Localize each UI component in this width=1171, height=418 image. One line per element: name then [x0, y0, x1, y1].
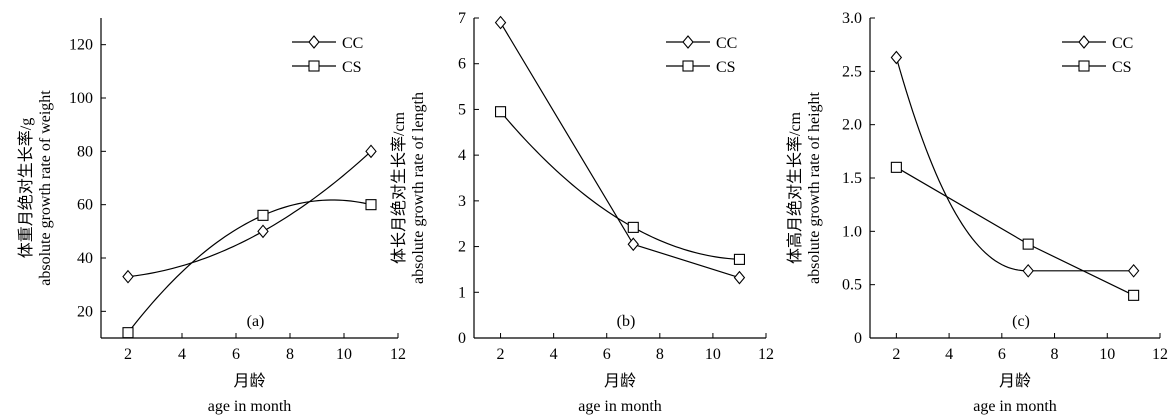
data-point-cc	[365, 144, 377, 159]
x-axis-label-en: age in month	[208, 398, 292, 415]
data-point-cs	[365, 199, 377, 211]
x-tick-label: 10	[1099, 346, 1115, 363]
x-axis-label-cn: 月龄	[999, 372, 1031, 390]
y-tick-label: 40	[77, 250, 93, 267]
x-tick-label: 12	[390, 346, 406, 363]
data-point-cs	[1128, 289, 1140, 301]
data-point-cc	[1127, 263, 1140, 278]
data-point-cs	[1022, 238, 1034, 250]
y-tick-label: 100	[69, 90, 93, 107]
x-tick-label: 6	[603, 346, 611, 363]
legend-label-cs: CS	[1112, 59, 1132, 76]
y-axis-label-cn: 体高月绝对生长率/cm	[786, 111, 804, 264]
x-tick-label: 12	[758, 346, 774, 363]
y-tick-label: 0.5	[842, 277, 862, 294]
data-point-cc	[122, 269, 134, 284]
series-line-cc	[500, 22, 740, 279]
panel-label: (b)	[617, 313, 636, 330]
x-tick-label: 4	[945, 346, 953, 363]
legend-marker-cs	[308, 60, 320, 72]
series-line-cc	[895, 57, 1134, 272]
y-axis-label-en: absolute growth rate of weight	[37, 90, 54, 286]
data-point-cs	[890, 161, 902, 173]
y-tick-label: 2.5	[842, 63, 862, 80]
x-tick-label: 12	[1152, 346, 1168, 363]
series-line-cs	[127, 199, 372, 334]
data-point-cs	[257, 209, 269, 221]
y-tick-label: 3	[458, 193, 466, 210]
y-tick-label: 0	[854, 330, 862, 347]
legend-label-cs: CS	[716, 59, 736, 76]
data-point-cc	[890, 50, 903, 65]
x-axis-label-cn: 月龄	[604, 372, 636, 390]
y-tick-label: 6	[458, 56, 466, 73]
x-tick-label: 2	[124, 346, 132, 363]
legend-marker-cc	[682, 35, 694, 49]
legend-label-cc: CC	[1112, 35, 1133, 52]
y-tick-label: 1.5	[842, 170, 862, 187]
x-tick-label: 10	[336, 346, 352, 363]
data-point-cc	[257, 224, 269, 239]
legend-marker-cs	[1078, 60, 1090, 72]
x-tick-label: 4	[550, 346, 558, 363]
panel-a: 2 4 6 8 10 12 20 40 60 80 100 120 月龄 age in month 体重月绝…	[17, 18, 406, 415]
panel-label: (c)	[1012, 313, 1030, 330]
legend-marker-cc	[1078, 35, 1090, 49]
data-point-cs	[627, 221, 639, 233]
x-axis-label-en: age in month	[973, 398, 1057, 415]
data-point-cs	[494, 106, 507, 118]
x-tick-label: 2	[497, 346, 505, 363]
x-tick-label: 8	[286, 346, 294, 363]
x-tick-label: 8	[656, 346, 664, 363]
legend-label-cc: CC	[342, 35, 363, 52]
series-line-cc	[127, 150, 372, 278]
x-axis-label-en: age in month	[578, 398, 662, 415]
legend-label-cs: CS	[342, 59, 362, 76]
data-point-cc	[494, 15, 507, 30]
y-tick-label: 20	[77, 303, 93, 320]
y-tick-label: 3.0	[842, 10, 862, 27]
x-tick-label: 4	[178, 346, 186, 363]
data-point-cc	[627, 237, 639, 252]
panel-label: (a)	[247, 313, 265, 330]
data-point-cc	[1022, 263, 1034, 278]
y-tick-label: 2	[458, 239, 466, 256]
panel-c: 2 4 6 8 10 12 0 0.5 1.0 1.5 2.0 2.5 3.0 月龄 age in mont…	[786, 10, 1168, 415]
y-tick-label: 2.0	[842, 117, 862, 134]
data-point-cs	[122, 327, 134, 339]
data-point-cc	[733, 270, 746, 285]
x-axis-label-cn: 月龄	[233, 372, 265, 390]
legend-marker-cs	[682, 60, 694, 72]
legend-marker-cc	[308, 35, 320, 49]
legend-label-cc: CC	[716, 35, 737, 52]
y-tick-label: 7	[458, 10, 466, 27]
y-axis-label-en: absolute growth rate of length	[410, 92, 427, 284]
y-axis-label-en: absolute growth rate of height	[806, 91, 823, 284]
y-tick-label: 0	[458, 330, 466, 347]
x-tick-label: 6	[232, 346, 240, 363]
x-tick-label: 8	[1051, 346, 1059, 363]
x-tick-label: 10	[705, 346, 721, 363]
y-tick-label: 120	[69, 37, 93, 54]
y-tick-label: 4	[458, 147, 466, 164]
y-tick-label: 5	[458, 101, 466, 118]
series-line-cs	[500, 111, 740, 260]
y-tick-label: 1	[458, 284, 466, 301]
y-tick-label: 80	[77, 143, 93, 160]
x-tick-label: 6	[998, 346, 1006, 363]
series-line-cs	[896, 166, 1134, 296]
x-tick-label: 2	[892, 346, 900, 363]
y-axis-label-cn: 体重月绝对生长率/g	[17, 118, 35, 258]
y-tick-label: 1.0	[842, 223, 862, 240]
y-axis-label-cn: 体长月绝对生长率/cm	[390, 111, 408, 264]
y-tick-label: 60	[77, 197, 93, 214]
data-point-cs	[733, 253, 746, 265]
